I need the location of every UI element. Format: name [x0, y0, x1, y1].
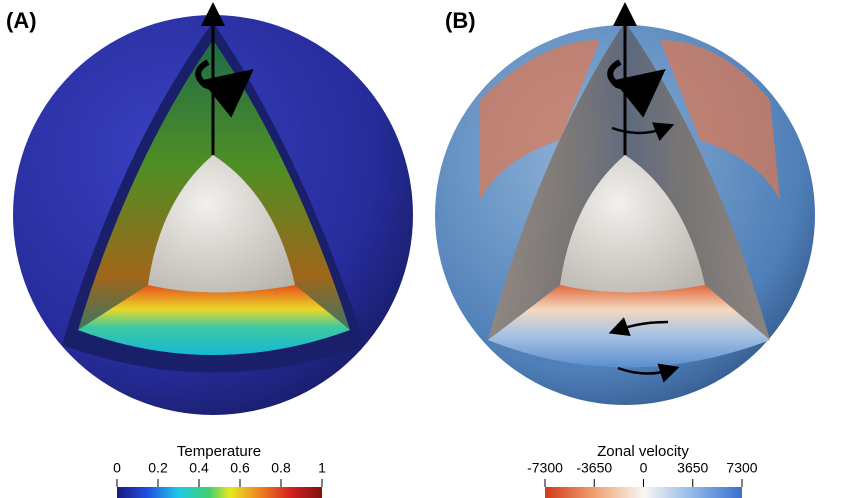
colorbar-tick-label: 3650 [677, 460, 708, 476]
panel-label: (B) [445, 8, 476, 33]
colorbar-tick-label: 0.6 [230, 460, 250, 476]
panel-label: (A) [6, 8, 37, 33]
colorbar-tick-label: 0 [640, 460, 648, 476]
colorbar-tick-label: 0.4 [189, 460, 209, 476]
figure: (A) (B) Temperature Zonal velocity 0 0.2 0… [0, 0, 843, 498]
colorbar-tick-label: 0.2 [148, 460, 168, 476]
colorbar-title: Zonal velocity [597, 443, 689, 460]
colorbar-tick-label: -7300 [527, 460, 563, 476]
colorbar-tick-label: 7300 [726, 460, 757, 476]
colorbar-tick-label: 0.8 [271, 460, 291, 476]
colorbar [545, 487, 742, 498]
colorbar-title: Temperature [177, 443, 261, 460]
colorbar-tick-label: -3650 [576, 460, 612, 476]
colorbar-tick-label: 1 [318, 460, 326, 476]
colorbar [117, 487, 322, 498]
colorbar-tick-label: 0 [113, 460, 121, 476]
